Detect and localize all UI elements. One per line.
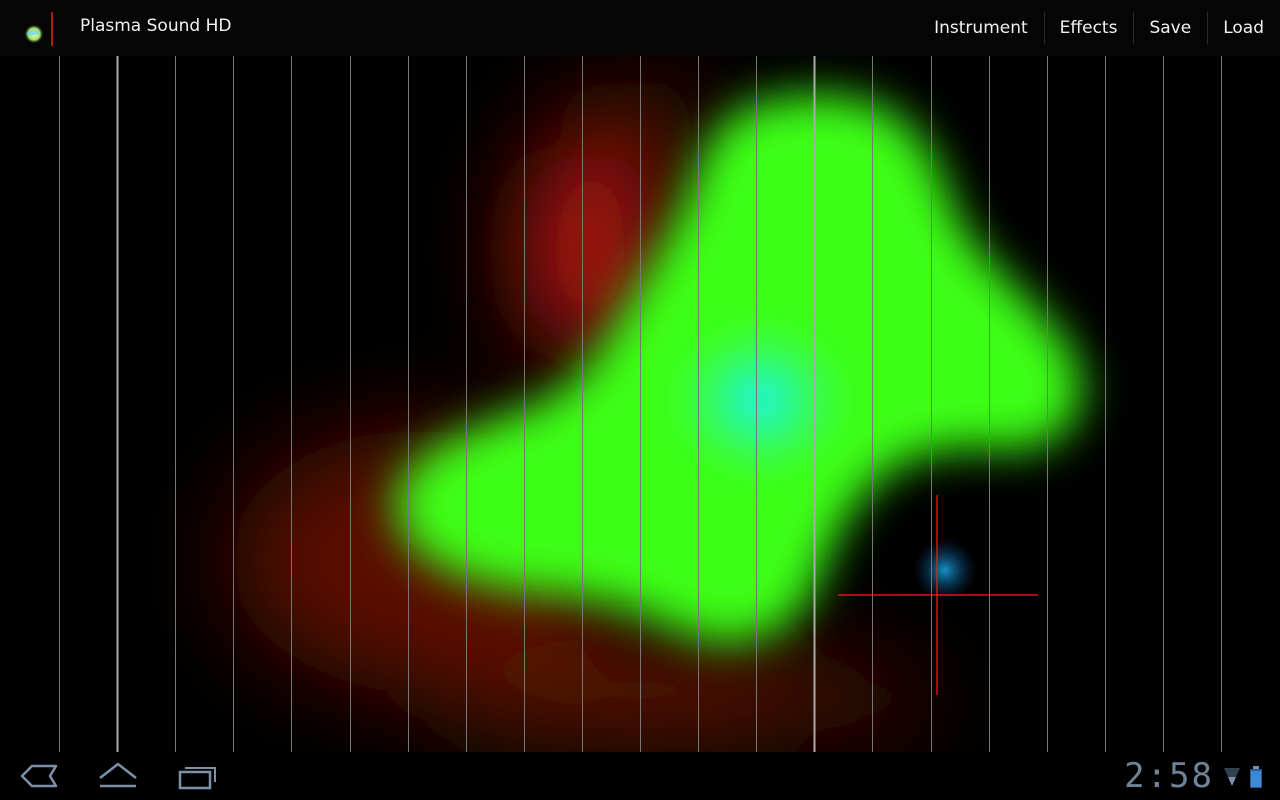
menu-load[interactable]: Load [1207,0,1280,56]
back-icon[interactable] [10,758,66,794]
pitch-grid-lines [59,56,1222,752]
plasma-play-surface[interactable] [0,56,1280,752]
touch-crosshair [838,495,1038,695]
menu-effects[interactable]: Effects [1043,0,1134,56]
battery-icon [1250,766,1262,788]
recent-apps-icon[interactable] [170,758,226,794]
menu-save[interactable]: Save [1133,0,1207,56]
menu-instrument[interactable]: Instrument [934,18,1028,38]
cyan-core-glow [670,320,850,480]
clock: 2:58 [1124,756,1214,796]
action-menu: Instrument Effects Save Load [918,0,1280,56]
wifi-signal-icon [1224,768,1240,786]
plasma-sound-app-icon[interactable] [18,8,58,48]
app-title: Plasma Sound HD [80,16,232,36]
system-bar: 2:58 [0,752,1280,800]
action-bar: Plasma Sound HD Instrument Effects Save … [0,0,1280,56]
status-icons[interactable] [1220,764,1270,790]
plasma-visualization [59,56,1222,752]
touch-point-glow [913,538,977,602]
home-icon[interactable] [90,758,146,794]
